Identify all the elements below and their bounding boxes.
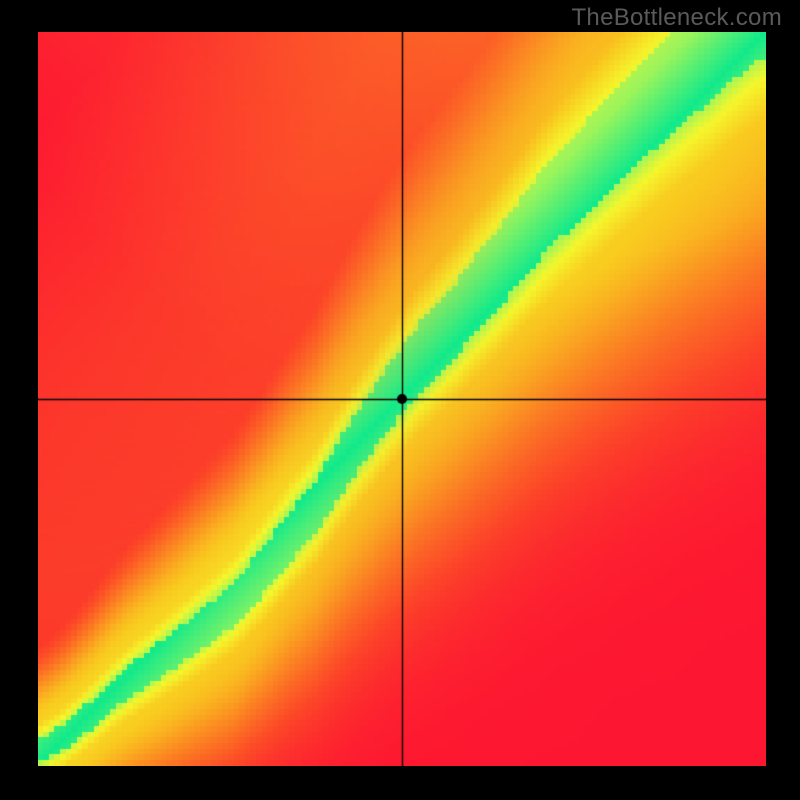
watermark-text: TheBottleneck.com [571,4,782,32]
heatmap-canvas [38,32,766,766]
chart-stage: TheBottleneck.com [0,0,800,800]
